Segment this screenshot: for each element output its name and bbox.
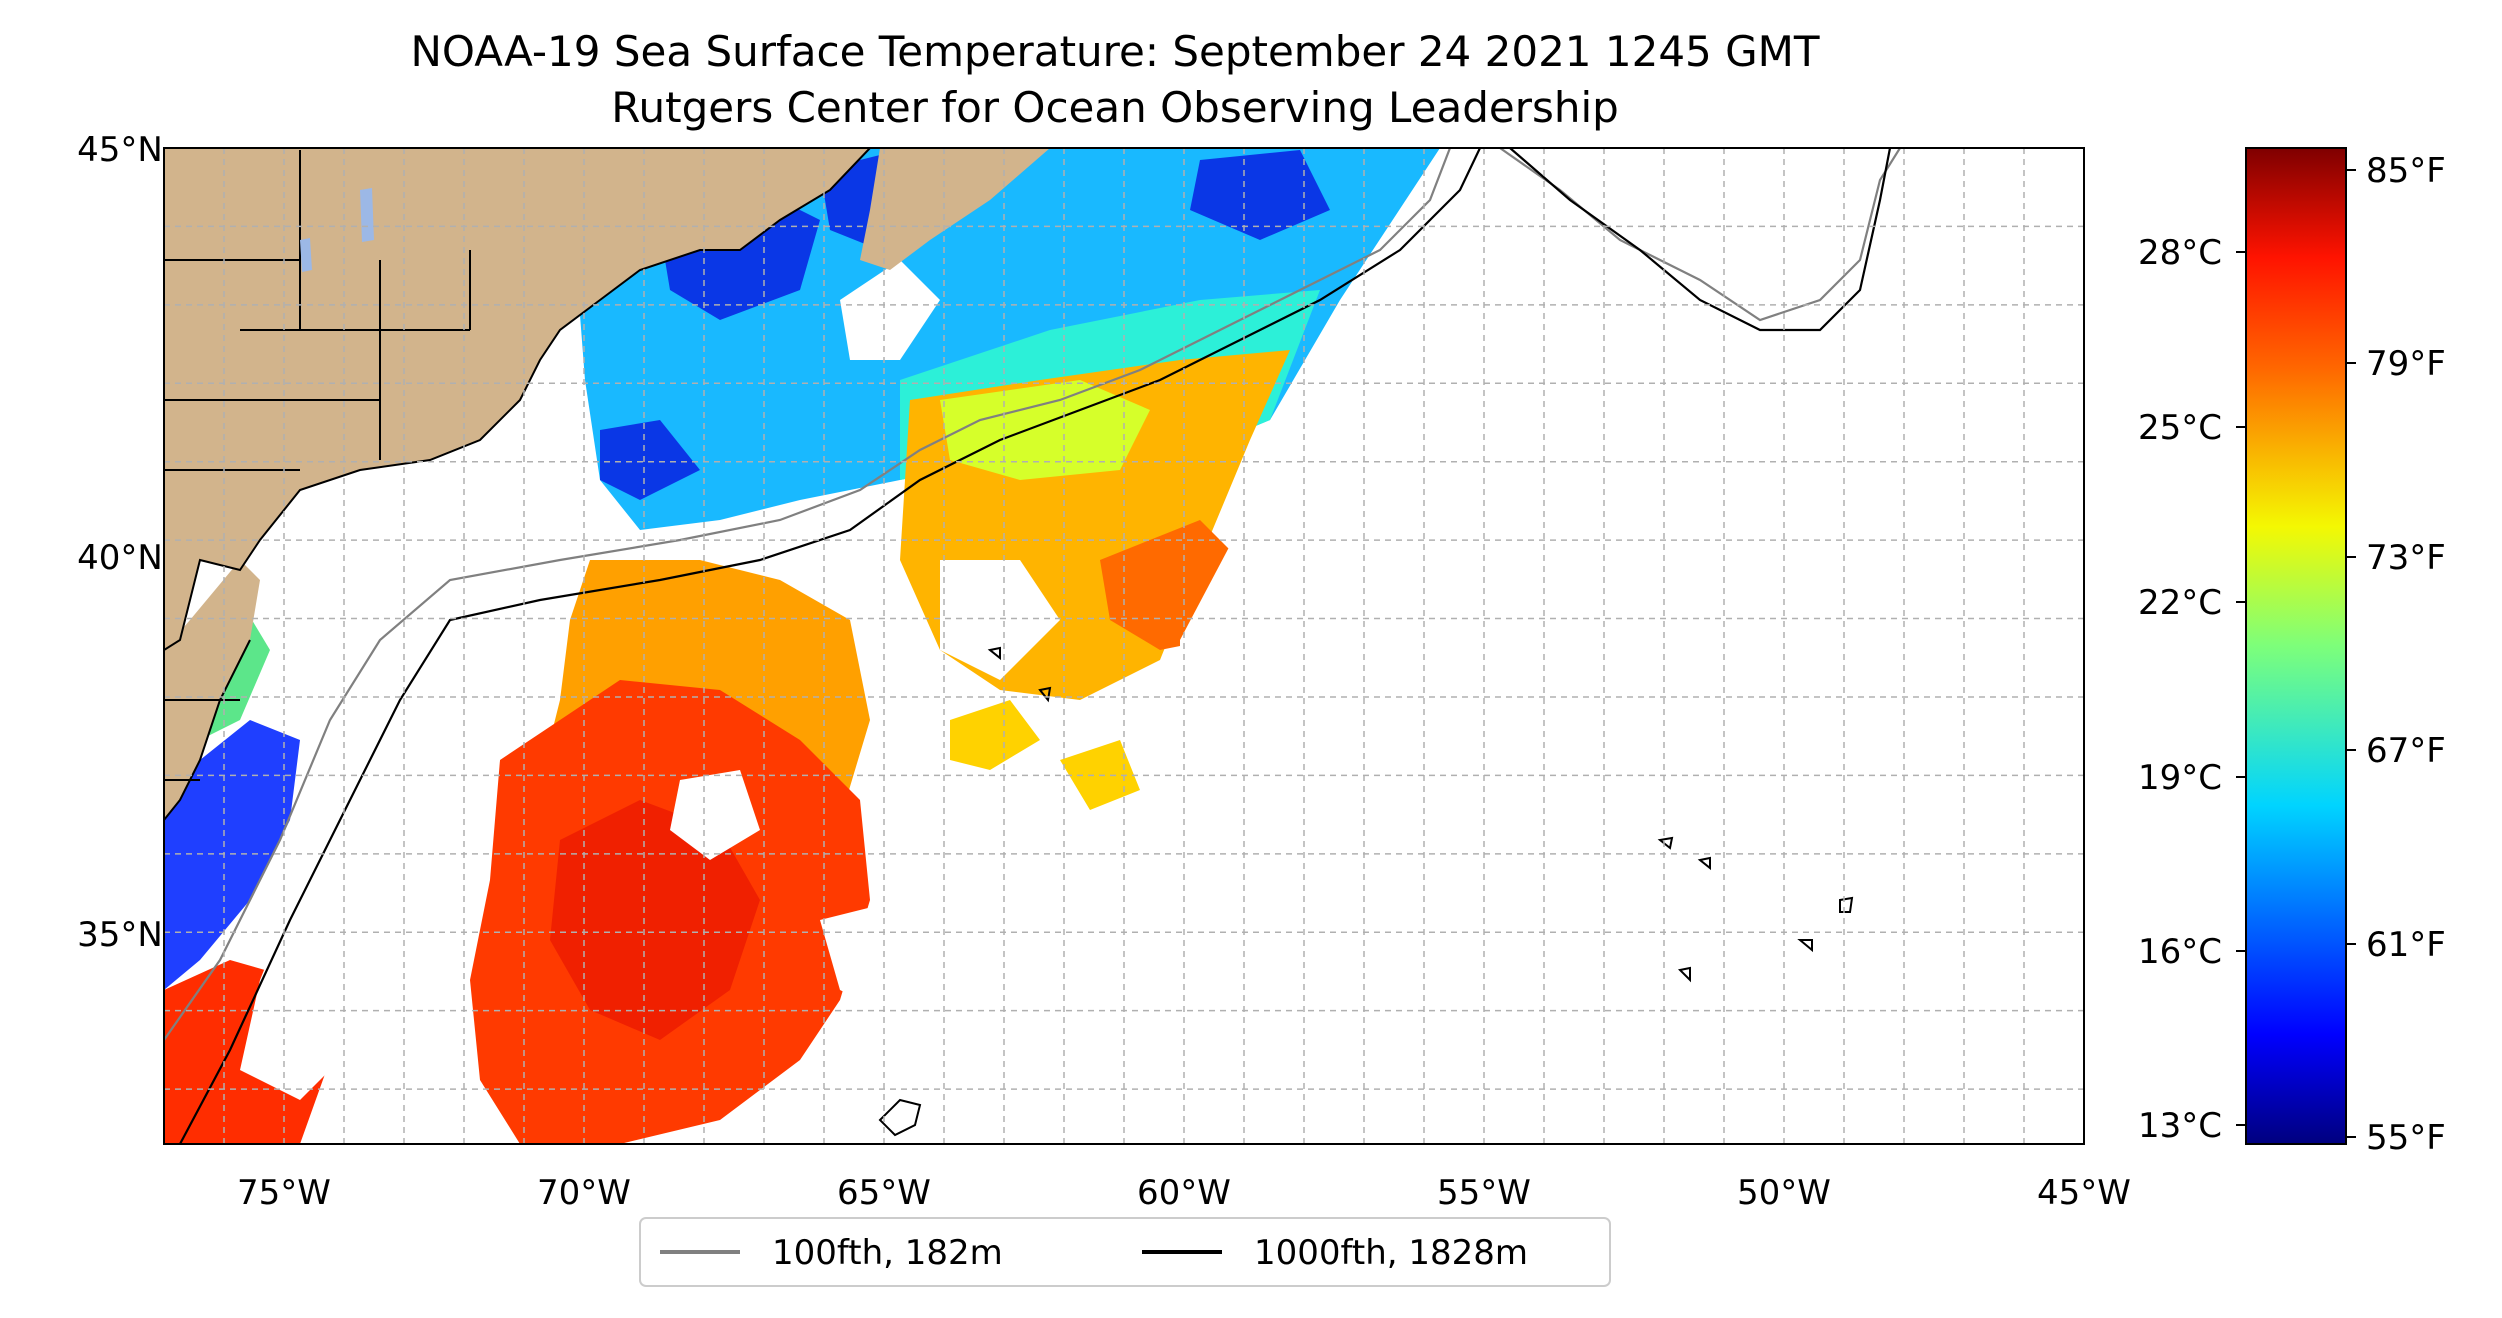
lon-tick-label: 70°W [537, 1173, 631, 1213]
cloud-gap [820, 900, 950, 1020]
bermuda-outline [878, 1098, 922, 1137]
land-nova-scotia [860, 148, 1050, 270]
colorbar: 28°C 25°C 22°C 19°C 16°C 13°C 85°F 79°F … [2138, 147, 2446, 1158]
cloud-gap [670, 770, 760, 860]
colorbar-fahrenheit-label: 67°F [2366, 731, 2446, 771]
colorbar-celsius-label: 13°C [2138, 1106, 2222, 1146]
lat-tick-label: 45°N [77, 130, 163, 170]
lon-tick-label: 50°W [1737, 1173, 1831, 1213]
land-us-northeast [164, 148, 870, 650]
colorbar-fahrenheit-ticks [2346, 169, 2356, 1138]
sst-imagery [164, 148, 2084, 1144]
colorbar-celsius-label: 16°C [2138, 932, 2222, 972]
sst-darkblue-patches [600, 150, 1330, 500]
sst-yellow-patch [940, 380, 1150, 480]
colorbar-fahrenheit-label: 85°F [2366, 151, 2446, 191]
isobath-1000fth [179, 148, 1892, 1144]
coastline [164, 148, 871, 821]
sst-coastal-blue [164, 720, 300, 990]
lat-tick-label: 40°N [77, 538, 163, 578]
map-frame [163, 147, 2085, 1145]
seamounts [987, 646, 1854, 983]
map-title-line1: NOAA-19 Sea Surface Temperature: Septemb… [410, 27, 1819, 76]
sst-southern-red-core [550, 800, 760, 1040]
cloud-gap [840, 260, 940, 360]
cloud-gap [240, 560, 540, 1100]
map-panel [164, 148, 2084, 1144]
legend-label-1000fth: 1000fth, 1828m [1254, 1233, 1528, 1273]
colorbar-celsius-label: 19°C [2138, 758, 2222, 798]
lon-tick-label: 55°W [1437, 1173, 1531, 1213]
colorbar-fahrenheit-label: 61°F [2366, 925, 2446, 965]
cloud-gap [940, 560, 1060, 680]
colorbar-celsius-label: 25°C [2138, 408, 2222, 448]
colorbar-fahrenheit-label: 73°F [2366, 538, 2446, 578]
swath-edge-mask [1180, 148, 2084, 1144]
lat-tick-label: 35°N [77, 915, 163, 955]
sst-scattered-warm [950, 700, 1140, 810]
colorbar-fahrenheit-label: 79°F [2366, 344, 2446, 384]
land-delmarva [164, 560, 260, 820]
colorbar-gradient [2245, 147, 2347, 1145]
colorbar-celsius-label: 22°C [2138, 583, 2222, 623]
lon-tick-label: 65°W [837, 1173, 931, 1213]
colorbar-fahrenheit-label: 55°F [2366, 1118, 2446, 1158]
legend-box [639, 1217, 1611, 1287]
legend-label-100fth: 100fth, 182m [772, 1233, 1003, 1273]
lakes [300, 188, 374, 272]
lon-tick-label: 60°W [1137, 1173, 1231, 1213]
map-legend: 100fth, 182m 1000fth, 1828m [639, 1217, 1611, 1287]
map-title-line2: Rutgers Center for Ocean Observing Leade… [611, 83, 1619, 132]
gridlines [163, 147, 2085, 1144]
colorbar-celsius-ticks [2236, 251, 2246, 1126]
colorbar-celsius-label: 28°C [2138, 233, 2222, 273]
lon-tick-label: 75°W [237, 1173, 331, 1213]
lon-tick-label: 45°W [2037, 1173, 2131, 1213]
